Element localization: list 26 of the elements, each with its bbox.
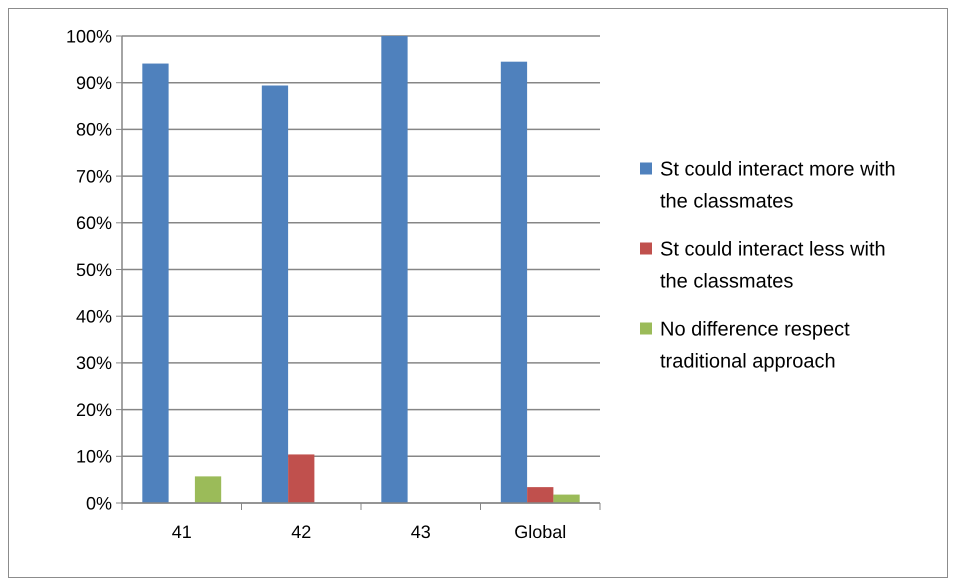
legend-label: St could interact more with the classmates (660, 158, 896, 212)
y-tick-label: 60% (76, 213, 112, 234)
bar (288, 454, 314, 503)
x-tick-label: 41 (172, 522, 192, 542)
y-tick-label: 40% (76, 306, 112, 326)
y-tick-label: 20% (76, 400, 112, 420)
legend-label: St could interact less with the classmates (660, 238, 886, 292)
bar (194, 476, 222, 503)
x-tick-label: 43 (410, 522, 431, 542)
bar (553, 494, 580, 503)
bar (142, 64, 169, 503)
bar (262, 86, 288, 503)
y-tick-label: 50% (76, 260, 112, 280)
y-tick-label: 10% (76, 446, 112, 467)
y-tick-label: 100% (66, 26, 112, 46)
y-tick-label: 80% (76, 120, 112, 140)
x-tick-label: 42 (291, 522, 312, 542)
y-tick-label: 30% (76, 353, 112, 374)
legend-label: No difference respect traditional approach (660, 318, 850, 372)
y-tick-label: 70% (76, 166, 112, 186)
y-tick-label: 0% (86, 493, 112, 514)
bar (527, 487, 554, 503)
x-tick-label: Global (514, 522, 566, 542)
bar (381, 36, 408, 503)
y-tick-label: 90% (76, 73, 112, 93)
bar (500, 62, 528, 503)
